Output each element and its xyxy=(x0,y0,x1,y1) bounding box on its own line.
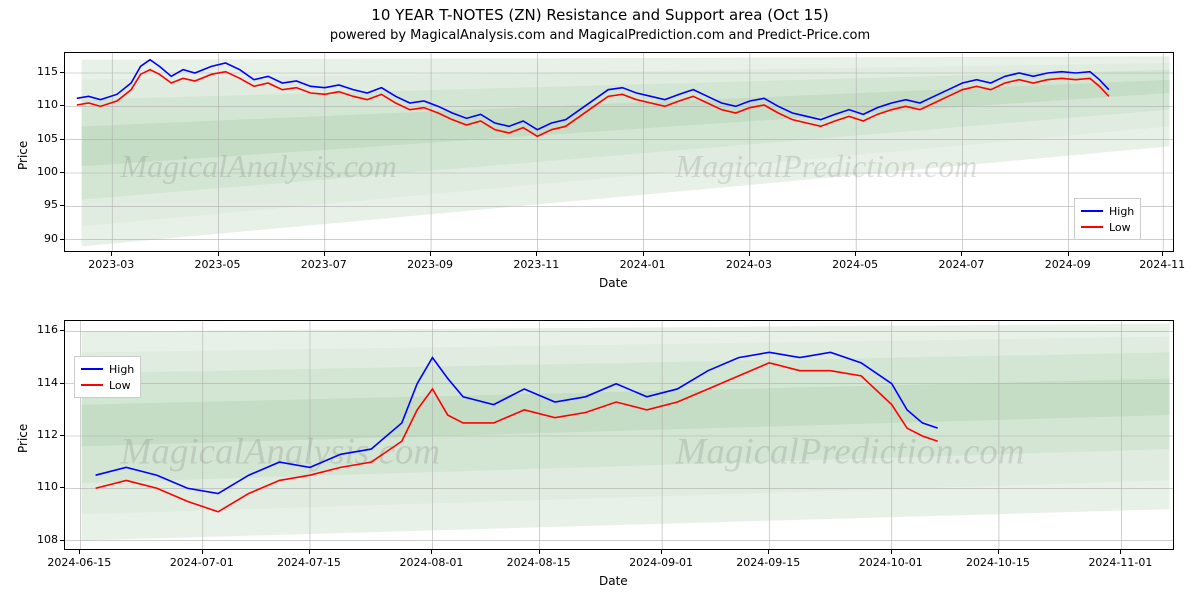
legend-label: Low xyxy=(109,379,131,392)
figure-root: 10 YEAR T-NOTES (ZN) Resistance and Supp… xyxy=(0,0,1200,600)
x-tick-label: 2024-07-15 xyxy=(274,556,344,569)
y-tick-mark xyxy=(60,435,64,436)
bottom-legend: High Low xyxy=(74,356,141,398)
x-tick-mark xyxy=(309,550,310,554)
watermark-text: MagicalPrediction.com xyxy=(675,432,1025,473)
y-tick-label: 114 xyxy=(20,376,58,389)
x-tick-label: 2024-11-01 xyxy=(1085,556,1155,569)
y-axis-label: Price xyxy=(16,424,30,453)
y-tick-label: 108 xyxy=(20,533,58,546)
x-tick-label: 2024-09-15 xyxy=(733,556,803,569)
y-tick-mark xyxy=(60,487,64,488)
y-tick-label: 116 xyxy=(20,323,58,336)
y-tick-label: 110 xyxy=(20,480,58,493)
x-axis-label: Date xyxy=(599,574,628,588)
x-tick-mark xyxy=(202,550,203,554)
x-tick-mark xyxy=(891,550,892,554)
x-tick-mark xyxy=(768,550,769,554)
x-tick-mark xyxy=(539,550,540,554)
y-tick-mark xyxy=(60,330,64,331)
y-tick-mark xyxy=(60,383,64,384)
x-tick-mark xyxy=(431,550,432,554)
bottom-plot-area: MagicalAnalysis.com MagicalPrediction.com xyxy=(64,320,1174,550)
x-tick-mark xyxy=(1120,550,1121,554)
bottom-svg: MagicalAnalysis.com MagicalPrediction.com xyxy=(65,321,1173,549)
x-tick-label: 2024-09-01 xyxy=(626,556,696,569)
x-tick-label: 2024-07-01 xyxy=(167,556,237,569)
x-tick-mark xyxy=(79,550,80,554)
y-tick-mark xyxy=(60,540,64,541)
legend-high: High xyxy=(81,361,134,377)
x-tick-label: 2024-08-01 xyxy=(396,556,466,569)
legend-low: Low xyxy=(81,377,134,393)
legend-label: High xyxy=(109,363,134,376)
x-tick-mark xyxy=(998,550,999,554)
x-tick-mark xyxy=(661,550,662,554)
watermark-text: MagicalAnalysis.com xyxy=(120,432,441,473)
x-tick-label: 2024-10-01 xyxy=(856,556,926,569)
legend-swatch xyxy=(81,384,103,386)
x-tick-label: 2024-08-15 xyxy=(504,556,574,569)
legend-swatch xyxy=(81,368,103,370)
bottom-chart-panel: MagicalAnalysis.com MagicalPrediction.com… xyxy=(0,0,1200,600)
x-tick-label: 2024-10-15 xyxy=(963,556,1033,569)
x-tick-label: 2024-06-15 xyxy=(44,556,114,569)
